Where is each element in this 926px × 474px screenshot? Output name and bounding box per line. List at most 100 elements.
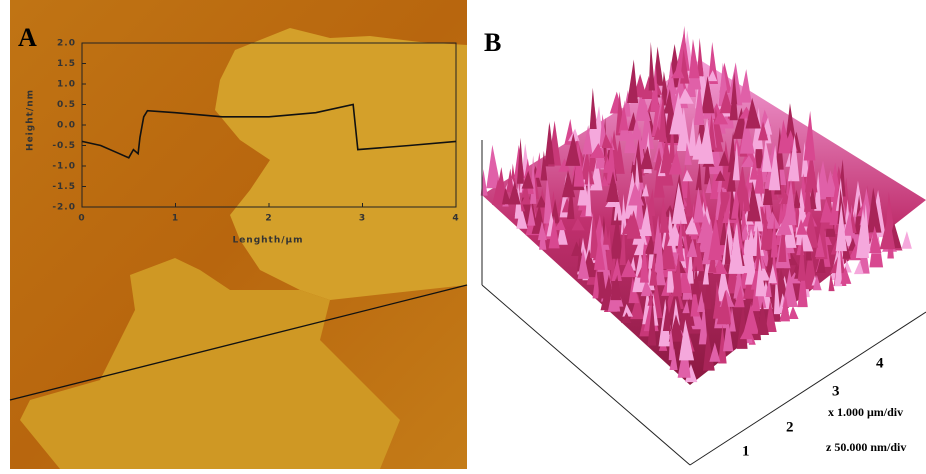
surface-spike [758,121,769,141]
surface-spike [824,170,838,198]
surface-spike [768,145,781,191]
surface-spike [536,195,547,208]
surface-spike [879,213,896,250]
profile-line [9,284,468,401]
surface-spike [713,108,729,125]
surface-spike [565,133,581,166]
surface-spike [640,279,654,297]
afm-plateau [20,258,400,469]
surface-spike [754,156,765,194]
surface-spike [697,291,706,313]
surface-spike [686,238,698,258]
surface-spike [606,171,620,203]
surface-spike [678,305,693,331]
x-tick-label: 4 [452,214,459,224]
surface-spike [779,295,791,322]
surface-spike [708,214,723,261]
surface-spike [744,249,758,285]
surface-spike [803,110,816,161]
surface-spike [739,69,752,103]
surface-spike [502,187,512,205]
surface-spike [835,202,847,252]
surface-spike [727,131,736,173]
surface-spike [770,216,778,258]
surface-spike [696,37,704,77]
surface-spike [622,303,634,317]
x-tick-label: 1 [172,214,179,224]
surface-spike [829,182,841,226]
y-tick-label: -1.5 [52,182,76,192]
y-tick-label: 1.5 [57,59,76,69]
surface-spike [521,170,534,189]
surface-spike [773,271,781,315]
surface-spike [693,80,705,125]
surface-spike [676,219,683,254]
surface-spike [796,219,808,235]
surface-spike [696,224,710,243]
x-tick-label: 0 [78,214,85,224]
surface-spike [571,241,583,256]
surface-spike [797,261,808,308]
surface-spike [702,259,709,285]
y-tick-label: 0.0 [57,121,76,131]
y-axis-label: Height/nm [26,89,36,151]
surface-spike [668,149,683,175]
axis-tick-label: 1 [742,443,750,459]
surface-spike [701,76,715,114]
y-tick-label: 2.0 [57,39,76,49]
surface-spike [720,89,733,111]
surface-spike [540,150,548,181]
surface-spike [700,212,711,230]
surface-spike [783,179,797,226]
surface-spike [708,42,719,84]
surface-spike [740,155,756,167]
surface-spike [684,142,692,165]
surface-spike [647,188,656,216]
surface-spike [853,260,864,275]
surface-spike [812,274,822,291]
surface-spike [649,251,658,286]
surface-spike [688,38,700,79]
surface-spike [631,117,642,140]
surface-spike [697,118,714,164]
surface-spike [732,142,740,181]
surface-spike [635,182,645,230]
y-tick-label: -0.5 [52,141,76,151]
surface-spike [816,250,826,274]
surface-spike [837,187,846,225]
surface-spike [713,258,728,275]
surface-spike [641,183,649,197]
box-3d [481,140,926,466]
surface-spike [610,278,618,299]
surface-spike [543,175,554,224]
surface-spike [601,133,613,149]
scale-note: z 50.000 nm/div [826,440,906,454]
surface-spike [760,217,771,250]
surface-spike [684,216,699,235]
surface-spike [593,232,606,270]
surface-spike [631,139,643,183]
surface-spike [520,193,533,205]
surface-spike [584,161,595,185]
x-tick-label: 2 [265,214,272,224]
surface-spike [589,143,606,158]
surface-spike [776,215,792,235]
panel-label: B [484,28,501,57]
surface-spike [718,150,730,166]
surface-spike [521,181,529,198]
surface-spike [766,211,781,229]
surface-spike [590,208,600,259]
axis-line [481,284,691,466]
surface-spike [603,222,610,245]
surface-spike [855,208,870,258]
surface-spike [782,268,798,308]
surface-spike [610,212,623,259]
surface-spike [550,198,560,224]
surface-spike [647,292,654,306]
surface-spike [672,252,683,297]
surface-spike [671,182,688,224]
surface-spike [734,285,745,308]
surface-spike [746,181,761,222]
surface-spike [687,117,697,156]
